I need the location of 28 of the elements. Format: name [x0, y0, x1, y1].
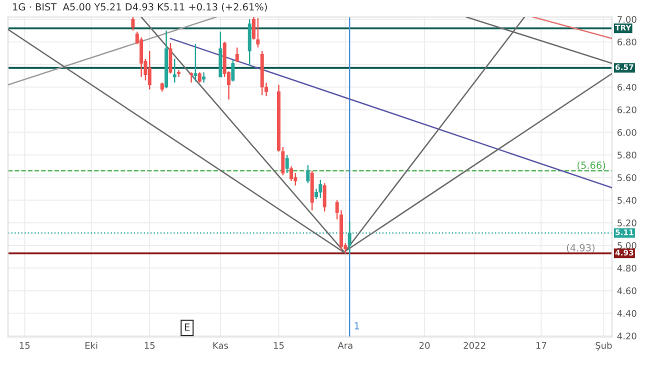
annotation: (4.93) [566, 244, 594, 253]
x-tick-label: 15 [144, 342, 155, 349]
x-tick-label: Ara [338, 342, 352, 349]
x-tick-label: 15 [20, 342, 30, 349]
x-tick-label: Kas [213, 342, 228, 349]
chart-title: 1G · BIST A5.00 Y5.21 D4.93 K5.11 +0.13 (+2.61%) [13, 3, 267, 12]
ref-line-label: 1 [354, 322, 360, 330]
y-tick-label: 4.60 [617, 287, 636, 294]
y-tick-label: 6.00 [617, 129, 636, 136]
y-tick-label: 5.60 [618, 174, 636, 182]
y-tick-label: 5.20 [618, 220, 636, 226]
y-tick-label: 7.00 [618, 16, 636, 23]
x-tick-label: 20 [419, 342, 430, 349]
ref-line-label: (5.66) [578, 161, 606, 170]
annotation: E [185, 324, 190, 331]
x-tick-label: 2022 [464, 342, 486, 349]
y-tick-label: 6.40 [617, 84, 636, 91]
x-tick-label: 17 [536, 342, 546, 349]
y-tick-label: 5.40 [618, 196, 636, 204]
y-tick-label: 4.40 [617, 310, 636, 317]
x-tick-label: Eki [85, 342, 98, 349]
y-tick-label: 6.80 [617, 38, 636, 46]
y-tick-label: 4.20 [617, 332, 636, 340]
y-tick-label: 4.80 [617, 264, 636, 272]
x-tick-label: Şub [596, 342, 612, 350]
x-tick-label: 15 [274, 342, 284, 349]
y-tick-label: 5.80 [618, 152, 636, 159]
y-tick-label: 6.20 [617, 106, 636, 114]
